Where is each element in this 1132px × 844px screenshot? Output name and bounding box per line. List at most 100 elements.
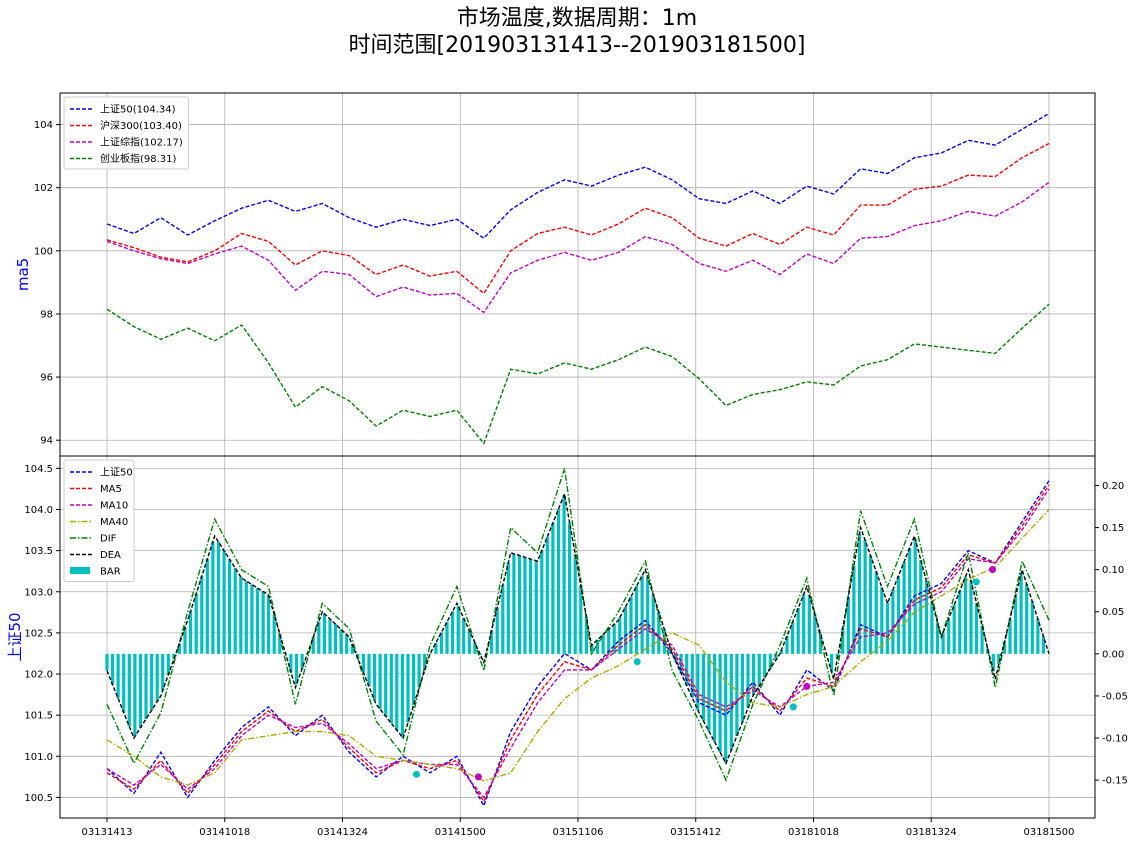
- macd-bar: [378, 653, 382, 710]
- macd-bar: [908, 547, 912, 654]
- macd-bar: [1014, 596, 1018, 654]
- series-line: [106, 181, 1050, 314]
- macd-bar: [205, 558, 209, 654]
- macd-bar: [116, 653, 120, 699]
- signal-marker: [474, 773, 482, 781]
- macd-bar: [601, 634, 605, 654]
- series-line: [106, 488, 1050, 799]
- macd-bar: [863, 540, 867, 654]
- macd-bar: [941, 632, 945, 654]
- macd-bar: [529, 559, 533, 654]
- legend-label: BAR: [100, 567, 121, 578]
- macd-bar: [517, 555, 522, 654]
- macd-bar: [673, 653, 678, 662]
- macd-bar: [194, 593, 198, 654]
- macd-bar: [724, 653, 728, 763]
- macd-bar: [540, 550, 544, 654]
- y-tick-label: 102.0: [24, 670, 53, 681]
- macd-bar: [211, 541, 215, 654]
- legend-box: [63, 96, 190, 170]
- series-line: [106, 484, 1050, 803]
- macd-bar: [166, 653, 170, 675]
- macd-bar: [869, 555, 873, 654]
- legend-label: DIF: [100, 534, 117, 545]
- bottom-panel: 100.5 101.0 101.5 102.0 102.5 103.0 103.5 104.0…: [6, 455, 1128, 838]
- macd-bar: [1025, 584, 1029, 654]
- y-tick-label: 100.5: [24, 793, 53, 804]
- macd-bar: [216, 542, 221, 654]
- macd-bar: [590, 645, 594, 654]
- macd-bar: [958, 590, 962, 654]
- macd-bar: [629, 596, 633, 654]
- macd-bar: [150, 653, 154, 711]
- macd-bar: [373, 653, 377, 701]
- macd-bar: [952, 604, 956, 654]
- y2-tick-label: 0.00: [1102, 649, 1124, 660]
- y-tick-label: 104.0: [24, 505, 53, 516]
- legend-label: 创业板指(98.31): [100, 152, 177, 165]
- series-line: [106, 468, 1050, 782]
- chart-title-line2: 时间范围[201903131413--201903181500]: [349, 33, 806, 58]
- macd-bar: [857, 533, 862, 654]
- macd-bar: [423, 653, 427, 671]
- macd-bar: [841, 628, 845, 654]
- macd-bar: [255, 588, 260, 654]
- macd-bar: [713, 653, 717, 742]
- macd-bar: [278, 633, 282, 654]
- macd-bar: [361, 653, 365, 673]
- macd-bar: [763, 653, 767, 678]
- y2-tick-label: -0.10: [1102, 734, 1128, 745]
- macd-bar: [434, 642, 438, 654]
- macd-bar: [779, 649, 783, 654]
- macd-bar: [267, 595, 271, 654]
- macd-bar: [501, 585, 505, 654]
- macd-bar: [718, 653, 722, 753]
- macd-bar: [250, 584, 254, 654]
- legend-label: MA10: [100, 501, 128, 512]
- macd-bar: [367, 653, 371, 687]
- macd-bar: [807, 595, 811, 654]
- macd-bar: [830, 653, 834, 672]
- macd-bar: [133, 653, 137, 737]
- macd-bar: [690, 653, 694, 698]
- macd-bar: [668, 646, 672, 654]
- macd-bar: [768, 653, 772, 669]
- macd-bar: [417, 653, 421, 688]
- macd-bar: [490, 630, 494, 654]
- macd-bar: [980, 626, 984, 654]
- macd-bar: [322, 613, 326, 654]
- macd-bar: [144, 653, 148, 720]
- macd-bar: [1008, 618, 1012, 654]
- macd-bar: [924, 580, 928, 654]
- y2-tick-label: 0.10: [1102, 565, 1124, 576]
- y2-tick-label: 0.20: [1102, 481, 1124, 492]
- macd-bar: [317, 621, 321, 654]
- x-tick-label: 03181500: [1024, 827, 1075, 838]
- macd-bar: [846, 596, 850, 654]
- macd-bar: [200, 576, 204, 654]
- y-tick-label: 102: [34, 183, 53, 194]
- x-tick-label: 03151106: [553, 827, 604, 838]
- macd-bar: [300, 653, 304, 669]
- macd-bar: [1041, 636, 1045, 654]
- y2-tick-label: -0.05: [1102, 691, 1128, 702]
- macd-bar: [138, 653, 142, 728]
- macd-bar: [451, 611, 455, 654]
- legend-label: DEA: [100, 550, 121, 561]
- macd-bar: [333, 624, 338, 654]
- macd-bar: [239, 576, 243, 654]
- macd-bar: [752, 653, 756, 695]
- x-tick-label: 03151412: [670, 827, 721, 838]
- macd-bar: [456, 606, 460, 654]
- macd-bar: [740, 653, 744, 723]
- macd-bar: [679, 653, 683, 674]
- macd-bar: [584, 616, 588, 654]
- macd-bar: [406, 653, 410, 723]
- macd-bar: [618, 617, 622, 654]
- macd-bar: [685, 653, 689, 686]
- chart-title-line1: 市场温度,数据周期：1m: [457, 6, 697, 31]
- macd-bar: [272, 614, 276, 654]
- y-tick-label: 103.5: [24, 546, 53, 557]
- macd-bar: [400, 653, 404, 738]
